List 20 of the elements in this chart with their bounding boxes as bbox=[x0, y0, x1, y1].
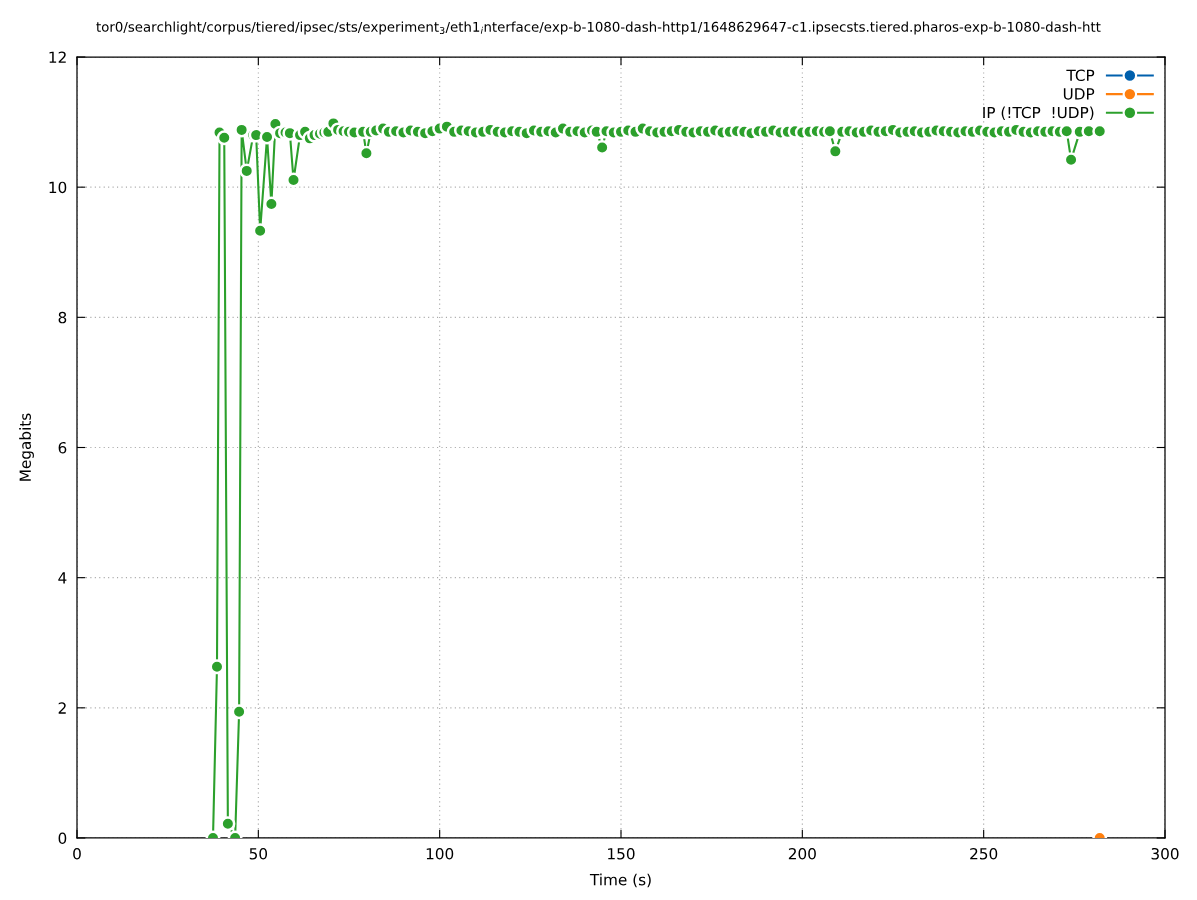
legend-label: TCP bbox=[1066, 69, 1095, 82]
x-tick-label: 100 bbox=[426, 847, 454, 860]
y-tick-label: 0 bbox=[58, 832, 67, 845]
y-tick-label: 10 bbox=[49, 181, 67, 194]
x-tick-label: 150 bbox=[608, 847, 635, 860]
legend-label: UDP bbox=[1063, 88, 1095, 100]
y-tick-label: 8 bbox=[58, 311, 67, 324]
x-tick-label: 0 bbox=[73, 847, 81, 860]
chart-title: tor0/searchlight/corpus/tiered/ipsec/sts/experiment$_{3}$/eth1$_{i}$nterface/exp-b-1080-dash-http1/1648629647-c1.ipsecsts.tiered.pharos-exp-b-1080-dash-htt bbox=[96, 21, 1101, 35]
y-tick-label: 6 bbox=[58, 441, 67, 454]
legend-label: IP (!TCP !UDP) bbox=[983, 106, 1094, 121]
y-tick-label: 4 bbox=[58, 572, 67, 584]
y-axis-title: Megabits bbox=[19, 413, 34, 481]
x-axis-title: Time (s) bbox=[589, 873, 651, 888]
x-tick-label: 300 bbox=[1151, 847, 1179, 860]
x-tick-label: 250 bbox=[970, 847, 998, 860]
x-tick-label: 50 bbox=[249, 847, 268, 860]
y-tick-label: 2 bbox=[58, 702, 66, 714]
x-tick-label: 200 bbox=[788, 847, 816, 860]
y-tick-label: 12 bbox=[49, 51, 66, 63]
